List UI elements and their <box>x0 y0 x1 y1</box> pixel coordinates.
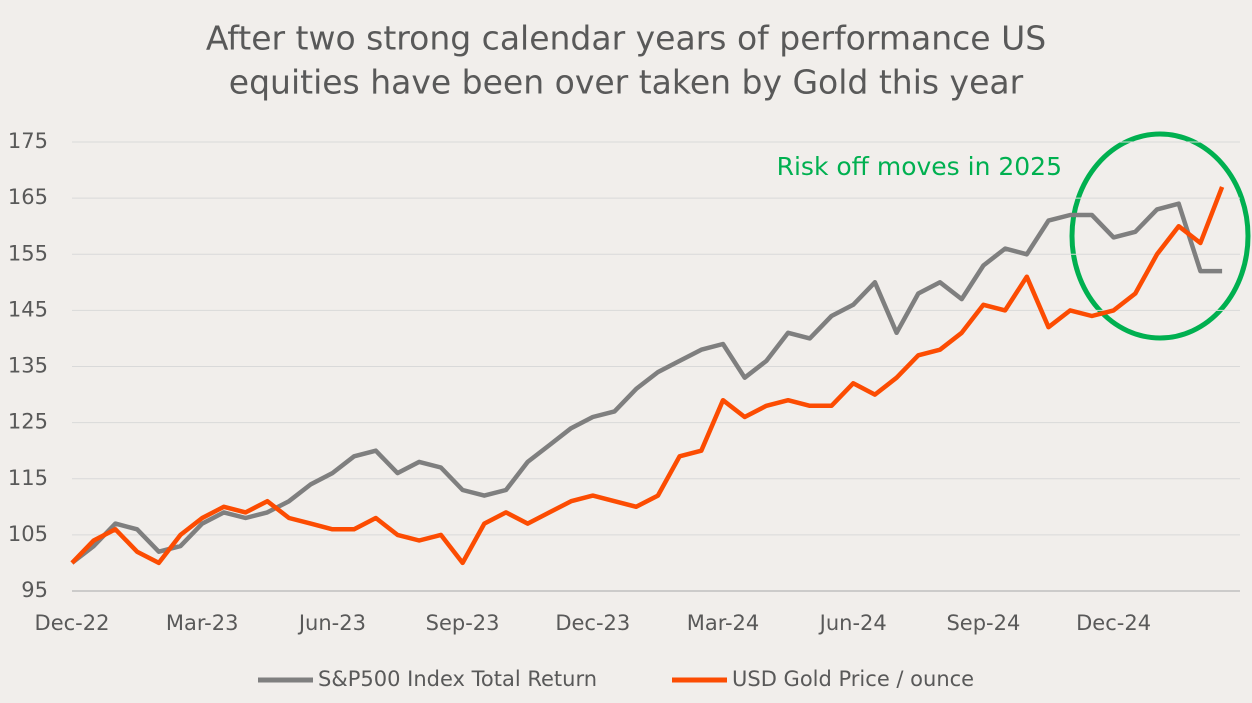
y-tick-label: 145 <box>8 297 48 321</box>
y-tick-label: 175 <box>8 129 48 153</box>
chart-title: After two strong calendar years of perfo… <box>206 19 1046 58</box>
legend-label: S&P500 Index Total Return <box>318 667 597 691</box>
highlight-circle <box>1069 131 1251 341</box>
y-tick-label: 95 <box>21 578 48 602</box>
series-line <box>70 201 1223 565</box>
x-tick-label: Mar-24 <box>687 611 760 635</box>
annotation: Risk off moves in 2025 <box>777 152 1062 181</box>
y-tick-label: 135 <box>8 354 48 378</box>
x-tick-label: Jun-23 <box>297 611 366 635</box>
x-tick-label: Dec-23 <box>555 611 630 635</box>
y-tick-label: 115 <box>8 466 48 490</box>
series-line <box>70 186 1225 566</box>
legend-label: USD Gold Price / ounce <box>732 667 974 691</box>
x-tick-label: Jun-24 <box>818 611 887 635</box>
y-tick-label: 155 <box>8 241 48 265</box>
x-tick-label: Sep-23 <box>426 611 500 635</box>
x-tick-label: Mar-23 <box>166 611 239 635</box>
x-tick-label: Sep-24 <box>946 611 1020 635</box>
y-tick-label: 105 <box>8 522 48 546</box>
x-tick-label: Dec-24 <box>1076 611 1151 635</box>
chart-title: equities have been over taken by Gold th… <box>229 63 1024 102</box>
x-tick-label: Dec-22 <box>35 611 110 635</box>
y-tick-label: 165 <box>8 185 48 209</box>
y-tick-label: 125 <box>8 410 48 434</box>
